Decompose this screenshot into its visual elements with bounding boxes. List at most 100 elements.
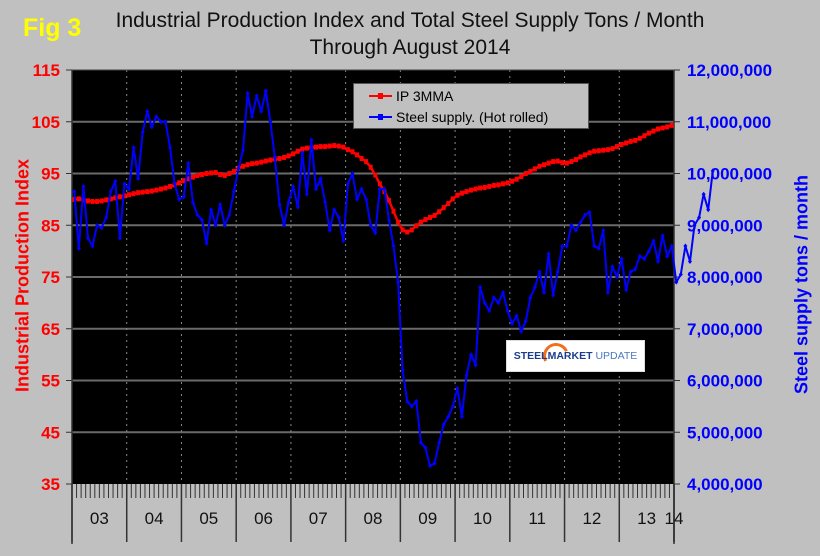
data-point-steel [277,202,282,208]
data-point-steel [304,191,309,197]
y-right-tick-label: 12,000,000 [687,61,772,80]
data-point-ip [564,160,569,166]
data-point-steel [614,274,619,280]
data-point-ip [459,190,464,196]
data-point-ip [400,227,405,233]
chart-title: Industrial Production Index and Total St… [115,9,705,32]
y-left-tick-label: 115 [33,61,60,80]
y-right-tick-label: 10,000,000 [687,165,772,184]
data-point-ip [85,198,90,204]
data-point-ip [386,197,391,203]
data-point-ip [158,186,163,192]
data-point-steel [624,287,629,293]
data-point-ip [601,147,606,153]
data-point-steel [336,214,341,220]
data-point-ip [259,159,264,165]
data-point-ip [423,217,428,223]
data-point-steel [272,155,277,161]
data-point-ip [373,172,378,178]
data-point-steel [154,114,159,120]
data-point-ip [500,181,505,187]
data-point-ip [528,168,533,174]
data-point-steel [90,243,95,249]
legend-swatch-steel [369,114,392,120]
data-point-steel [551,292,556,298]
data-point-ip [514,176,519,182]
data-point-steel [414,398,419,404]
y-left-tick-label: 95 [41,165,60,184]
data-point-ip [227,171,232,176]
data-point-steel [450,403,455,409]
data-point-steel [332,207,337,213]
legend: IP 3MMA Steel supply. (Hot rolled) [353,83,589,129]
data-point-steel [186,160,191,166]
data-point-ip [505,180,510,186]
data-point-ip [231,168,236,174]
data-point-steel [491,295,496,301]
data-point-ip [209,170,214,176]
data-point-ip [250,161,255,167]
data-point-ip [222,173,227,179]
data-point-ip [131,191,136,197]
x-tick-label: 09 [418,509,437,528]
data-point-steel [313,186,318,192]
x-tick-label: 07 [309,509,328,528]
data-point-steel [168,145,173,151]
data-point-steel [268,119,273,125]
data-point-steel [391,243,396,249]
data-point-ip [669,122,674,128]
data-point-steel [560,243,565,249]
data-point-steel [327,227,332,233]
data-point-steel [345,181,350,187]
data-point-ip [323,144,328,150]
data-point-ip [277,155,282,161]
data-point-steel [692,222,697,228]
data-point-ip [145,189,150,195]
data-point-steel [282,222,287,228]
data-point-steel [368,222,373,228]
y-left-tick-label: 55 [41,372,60,391]
data-point-ip [359,155,364,161]
data-point-steel [341,238,346,244]
data-point-ip [104,197,109,203]
data-point-ip [646,130,651,136]
data-point-ip [583,152,588,158]
data-point-ip [245,162,250,168]
y-axis-right-title: Steel supply tons / month [791,175,812,395]
data-point-ip [391,208,396,214]
y-left-tick-label: 65 [41,320,60,339]
data-point-ip [218,172,223,178]
data-point-ip [199,172,204,178]
data-point-ip [341,144,346,150]
x-tick-label: 12 [582,509,601,528]
data-point-steel [455,385,460,391]
data-point-ip [441,205,446,211]
legend-item-steel: Steel supply. (Hot rolled) [354,107,548,127]
x-tick-label: 13 [637,509,656,528]
data-point-steel [158,119,163,125]
data-point-ip [336,143,341,149]
data-point-ip [560,160,565,166]
data-point-steel [514,313,519,319]
data-point-steel [140,129,145,135]
data-point-ip [154,187,159,193]
y-left-tick-label: 35 [41,475,60,494]
data-point-steel [523,318,528,324]
data-point-steel [469,352,474,358]
data-point-steel [555,269,560,275]
data-point-steel [628,269,633,275]
data-point-steel [254,93,259,99]
data-point-ip [177,180,182,186]
data-point-steel [519,328,524,334]
data-point-ip [542,162,547,168]
data-point-ip [551,159,556,165]
data-point-steel [701,191,706,197]
data-point-steel [532,284,537,290]
data-point-ip [122,193,127,199]
data-point-ip [304,145,309,151]
data-point-ip [90,198,95,204]
data-point-ip [327,143,332,149]
data-point-ip [665,124,670,130]
x-tick-label: 03 [90,509,109,528]
data-point-steel [428,463,433,469]
